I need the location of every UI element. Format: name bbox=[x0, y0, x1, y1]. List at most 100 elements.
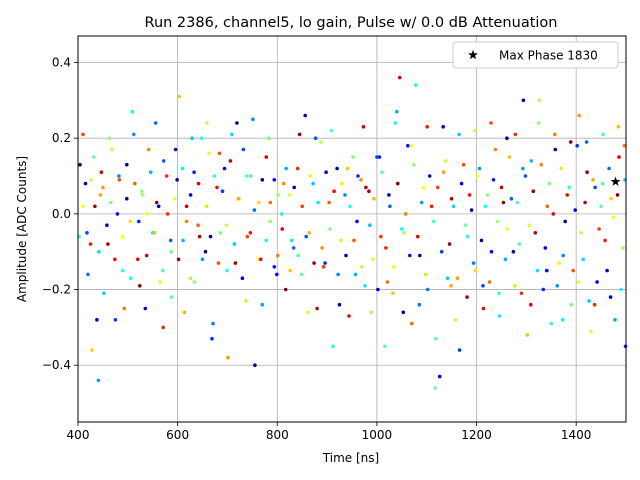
scatter-point bbox=[224, 223, 229, 227]
scatter-point bbox=[311, 181, 315, 186]
scatter-point bbox=[105, 223, 109, 227]
scatter-point bbox=[529, 302, 533, 307]
scatter-point bbox=[461, 162, 466, 167]
scatter-point bbox=[593, 185, 597, 190]
scatter-point bbox=[505, 227, 510, 231]
scatter-point bbox=[493, 147, 498, 152]
scatter-point bbox=[371, 257, 375, 262]
scatter-point bbox=[402, 231, 406, 235]
scatter-point bbox=[611, 215, 616, 220]
scatter-point bbox=[212, 174, 217, 178]
scatter-point bbox=[553, 132, 557, 137]
scatter-point bbox=[280, 227, 285, 231]
scatter-point bbox=[143, 306, 148, 311]
scatter-point bbox=[205, 121, 209, 125]
scatter-point bbox=[154, 200, 159, 205]
scatter-point bbox=[418, 253, 422, 258]
scatter-point bbox=[307, 231, 312, 235]
scatter-point bbox=[499, 185, 504, 190]
x-tick-label: 400 bbox=[67, 428, 90, 442]
scatter-point bbox=[600, 181, 605, 186]
scatter-point bbox=[276, 253, 280, 258]
scatter-point bbox=[327, 200, 331, 205]
scatter-point bbox=[447, 242, 452, 246]
scatter-point bbox=[457, 132, 461, 137]
scatter-point bbox=[576, 280, 581, 284]
scatter-point bbox=[400, 227, 404, 231]
scatter-point bbox=[192, 280, 197, 284]
scatter-point bbox=[146, 147, 151, 152]
scatter-point bbox=[592, 302, 597, 307]
scatter-point bbox=[101, 185, 105, 190]
x-tick-label: 600 bbox=[166, 428, 189, 442]
scatter-point bbox=[281, 181, 286, 186]
axis-ticks: 400 600 800 1000 1200 1400 −0.4 −0.2 0.0 0.2 0.4 bbox=[42, 55, 592, 442]
scatter-point bbox=[616, 125, 621, 129]
scatter-point bbox=[172, 196, 177, 201]
scatter-point bbox=[130, 109, 135, 114]
scatter-point bbox=[351, 155, 355, 159]
scatter-point bbox=[505, 136, 509, 140]
scatter-point bbox=[521, 98, 526, 103]
scatter-point bbox=[535, 268, 540, 273]
scatter-point bbox=[188, 276, 193, 281]
scatter-point bbox=[396, 181, 400, 186]
scatter-point bbox=[190, 136, 194, 140]
scatter-point bbox=[487, 280, 492, 284]
scatter-point bbox=[339, 238, 343, 243]
scatter-point bbox=[92, 155, 96, 159]
scatter-point bbox=[559, 166, 563, 171]
scatter-point bbox=[525, 333, 530, 337]
scatter-point bbox=[471, 261, 476, 265]
scatter-point bbox=[308, 174, 313, 178]
scatter-point bbox=[264, 238, 269, 243]
scatter-point bbox=[226, 355, 230, 360]
scatter-point bbox=[335, 166, 339, 171]
scatter-point bbox=[280, 212, 284, 216]
scatter-point bbox=[313, 136, 318, 140]
scatter-point bbox=[148, 170, 153, 174]
scatter-point bbox=[369, 310, 374, 315]
scatter-point bbox=[125, 196, 129, 201]
scatter-point bbox=[561, 253, 565, 258]
legend: Max Phase 1830 bbox=[452, 41, 619, 69]
scatter-point bbox=[182, 310, 187, 315]
scatter-point bbox=[409, 143, 414, 148]
scatter-point bbox=[251, 117, 255, 122]
scatter-point bbox=[283, 287, 288, 292]
scatter-point bbox=[567, 185, 571, 190]
scatter-point bbox=[513, 132, 518, 137]
scatter-point bbox=[203, 249, 208, 254]
scatter-point bbox=[248, 231, 253, 235]
scatter-point bbox=[356, 174, 360, 178]
scatter-point bbox=[497, 314, 502, 318]
scatter-point bbox=[200, 257, 205, 262]
legend-box bbox=[452, 41, 619, 69]
scatter-point bbox=[252, 208, 257, 212]
scatter-point bbox=[577, 113, 581, 118]
scatter-point bbox=[144, 253, 149, 258]
scatter-point bbox=[385, 280, 390, 284]
scatter-point bbox=[153, 121, 158, 125]
scatter-point bbox=[228, 159, 233, 163]
plot-frame bbox=[77, 35, 627, 423]
scatter-point bbox=[437, 374, 442, 379]
scatter-point bbox=[207, 151, 211, 156]
scatter-point bbox=[609, 196, 613, 201]
scatter-point bbox=[491, 178, 496, 182]
scatter-point bbox=[571, 268, 575, 273]
scatter-point bbox=[433, 336, 438, 341]
y-tick-label: 0.0 bbox=[52, 207, 71, 221]
scatter-point bbox=[541, 287, 546, 292]
scatter-point bbox=[253, 363, 257, 368]
scatter-point bbox=[545, 204, 550, 209]
scatter-point bbox=[319, 140, 323, 144]
scatter-point bbox=[551, 212, 556, 216]
scatter-point bbox=[560, 318, 565, 322]
scatter-point bbox=[465, 295, 469, 299]
scatter-point bbox=[433, 386, 438, 390]
scatter-point bbox=[613, 318, 617, 322]
scatter-point bbox=[332, 189, 336, 193]
scatter-point bbox=[523, 174, 528, 178]
